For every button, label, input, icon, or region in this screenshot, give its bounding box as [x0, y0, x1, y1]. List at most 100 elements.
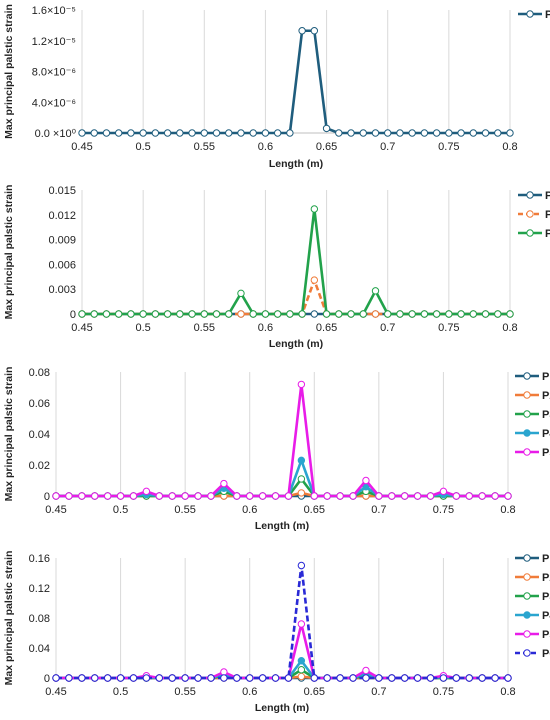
x-tick-label: 0.65: [316, 322, 337, 334]
data-point: [155, 674, 164, 682]
x-tick-label: 0.65: [316, 141, 337, 153]
y-tick-label: 4.0×10⁻⁶: [32, 97, 76, 109]
legend-entry-P5: P5: [515, 447, 550, 459]
data-point: [408, 310, 416, 318]
data-point: [220, 668, 228, 676]
data-point: [52, 674, 60, 682]
data-point: [271, 492, 280, 500]
data-point: [310, 310, 319, 318]
data-point: [375, 492, 383, 500]
y-tick-label: 0.003: [48, 284, 76, 296]
data-point: [297, 456, 306, 465]
data-point: [362, 666, 370, 675]
data-point: [188, 129, 196, 137]
series-P3: [78, 205, 514, 318]
legend-label: P5: [542, 629, 550, 641]
x-tick-label: 0.45: [45, 504, 66, 516]
y-tick-label: 0.015: [48, 185, 76, 197]
data-point: [246, 674, 254, 682]
data-point: [297, 475, 306, 483]
legend-label: P4: [542, 610, 550, 622]
data-point: [335, 129, 343, 137]
data-point: [78, 492, 86, 500]
legend-label: P1: [542, 553, 550, 565]
data-point: [181, 674, 189, 682]
x-tick-label: 0.5: [135, 322, 150, 334]
x-tick-label: 0.7: [380, 322, 395, 334]
data-point: [465, 674, 473, 682]
data-point: [114, 129, 123, 137]
legend-entry-P3: P3: [515, 409, 550, 421]
legend-entry-P1: P1: [518, 9, 550, 21]
x-tick-label: 0.8: [502, 322, 517, 334]
x-tick-label: 0.75: [433, 686, 454, 698]
data-point: [139, 310, 147, 318]
data-point: [91, 674, 99, 682]
data-point: [129, 674, 138, 682]
x-tick-label: 0.45: [71, 141, 92, 153]
data-point: [271, 674, 280, 682]
data-point: [78, 129, 86, 137]
data-point: [103, 492, 112, 500]
legend-label: P4: [542, 428, 550, 440]
data-point: [181, 492, 189, 500]
data-point: [78, 310, 86, 318]
legend-marker: [523, 554, 531, 562]
y-tick-label: 0.12: [29, 583, 50, 595]
data-point: [246, 492, 254, 500]
x-tick-label: 0.5: [113, 686, 128, 698]
y-tick-label: 1.6×10⁻⁵: [32, 5, 76, 17]
x-tick-label: 0.8: [500, 504, 515, 516]
data-point: [212, 310, 221, 318]
data-point: [129, 492, 138, 500]
data-point: [237, 310, 245, 318]
y-tick-label: 8.0×10⁻⁶: [32, 67, 76, 79]
legend-entry-P3: P3: [515, 591, 550, 603]
data-point: [142, 674, 151, 682]
legend-label: P3: [545, 228, 550, 240]
data-point: [388, 674, 396, 682]
data-point: [432, 310, 441, 318]
legend-marker: [526, 210, 534, 218]
data-point: [127, 129, 135, 137]
legend-marker: [523, 448, 531, 456]
data-point: [225, 129, 233, 137]
data-point: [452, 674, 461, 682]
data-point: [494, 129, 502, 137]
data-point: [163, 310, 172, 318]
legend-entry-P1: P1: [518, 190, 550, 202]
legend-label: P1: [545, 190, 550, 202]
x-tick-label: 0.8: [500, 686, 515, 698]
data-point: [426, 674, 435, 682]
data-point: [194, 492, 202, 500]
x-axis-title: Length (m): [255, 520, 309, 532]
data-point: [297, 657, 306, 665]
data-point: [310, 674, 318, 682]
data-point: [78, 674, 86, 682]
data-point: [349, 492, 357, 500]
data-point: [142, 487, 151, 496]
y-tick-label: 0.012: [48, 210, 76, 222]
data-point: [168, 492, 176, 500]
data-point: [212, 129, 221, 137]
data-point: [297, 620, 306, 628]
y-tick-label: 0.04: [29, 643, 50, 655]
data-point: [506, 310, 514, 318]
y-tick-label: 0.06: [29, 398, 50, 410]
x-tick-label: 0.6: [242, 504, 257, 516]
data-point: [469, 129, 478, 137]
data-point: [396, 310, 404, 318]
data-point: [155, 492, 164, 500]
data-point: [375, 674, 383, 682]
data-point: [439, 674, 448, 682]
legend-entry-P3: P3: [518, 228, 550, 240]
y-tick-label: 0.08: [29, 613, 50, 625]
data-point: [176, 310, 184, 318]
data-point: [452, 492, 461, 500]
data-point: [323, 492, 331, 500]
x-tick-label: 0.75: [433, 504, 454, 516]
data-point: [335, 310, 343, 318]
data-point: [90, 129, 98, 137]
data-point: [102, 310, 111, 318]
data-point: [273, 310, 282, 318]
